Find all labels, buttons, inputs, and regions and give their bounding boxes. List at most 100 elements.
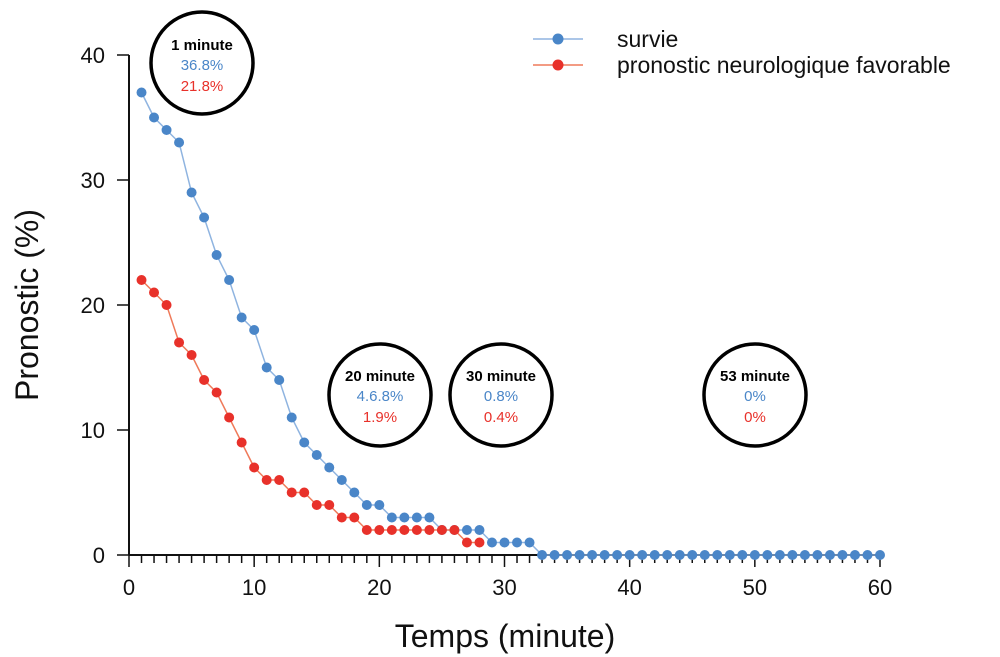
annotation-circle (149, 10, 255, 116)
data-point (174, 137, 185, 148)
data-point (361, 525, 372, 535)
data-point (762, 550, 773, 560)
data-point (161, 300, 172, 310)
axes (128, 55, 880, 556)
data-point (687, 550, 698, 560)
annotation-survie-value: 0.8% (484, 388, 518, 405)
data-point (862, 550, 873, 560)
x-tick-label: 30 (492, 575, 516, 600)
annotation-1-minute: 1 minute 36.8% 21.8% (149, 10, 255, 116)
data-point (311, 450, 322, 460)
x-tick-label: 50 (743, 575, 767, 600)
legend-item-neuro: pronostic neurologique favorable (533, 52, 951, 78)
data-point (749, 550, 760, 560)
y-tick-label: 0 (93, 543, 105, 568)
data-point (612, 550, 623, 560)
data-point (474, 537, 485, 548)
data-point (349, 487, 360, 498)
annotation-neuro-value: 21.8% (181, 78, 224, 95)
legend-label-survie: survie (617, 26, 678, 52)
data-point (136, 275, 147, 285)
data-point (199, 212, 210, 223)
data-point (149, 112, 160, 123)
data-point (799, 550, 810, 560)
data-point (211, 250, 222, 260)
data-point (724, 550, 735, 560)
data-point (849, 550, 860, 560)
series-0 (136, 87, 885, 560)
data-point (411, 512, 422, 523)
data-point (324, 462, 335, 473)
data-point (199, 375, 210, 385)
data-point (249, 325, 260, 335)
data-point (662, 550, 673, 560)
data-point (361, 500, 372, 510)
data-point (211, 387, 222, 398)
data-point (599, 550, 610, 560)
annotation-title: 20 minute (345, 368, 415, 385)
x-axis-title: Temps (minute) (395, 618, 616, 654)
data-point (399, 525, 410, 535)
annotation-circle (702, 342, 808, 448)
annotation-neuro-value: 0% (744, 409, 766, 426)
annotation-title: 30 minute (466, 368, 536, 385)
data-point (411, 525, 422, 535)
data-point (837, 550, 848, 560)
data-point (349, 512, 360, 523)
data-point (249, 462, 260, 473)
data-point (436, 525, 447, 535)
data-point (637, 550, 648, 560)
annotation-neuro-value: 1.9% (363, 409, 397, 426)
data-point (324, 500, 335, 510)
data-point (787, 550, 798, 560)
annotation-20-minute: 20 minute 4.6.8% 1.9% (327, 342, 433, 448)
data-point (574, 550, 585, 560)
data-point (236, 437, 247, 448)
y-tick-label: 40 (81, 43, 105, 68)
annotation-survie-value: 0% (744, 388, 766, 405)
data-point (562, 550, 573, 560)
legend-marker-neuro (552, 59, 564, 71)
data-point (336, 512, 347, 523)
data-point (537, 550, 548, 560)
data-point (674, 550, 685, 560)
x-tick-label: 20 (367, 575, 391, 600)
data-point (812, 550, 823, 560)
data-point (299, 487, 310, 498)
data-point (461, 525, 472, 535)
y-tick-label: 10 (81, 418, 105, 443)
annotation-title: 1 minute (171, 37, 233, 54)
x-tick-label: 0 (123, 575, 135, 600)
data-point (424, 512, 435, 523)
data-point (374, 500, 385, 510)
annotation-survie-value: 4.6.8% (357, 388, 404, 405)
annotation-30-minute: 30 minute 0.8% 0.4% (448, 342, 554, 448)
data-point (236, 312, 247, 323)
data-point (875, 550, 885, 560)
y-axis-title: Pronostic (%) (9, 209, 45, 401)
legend-label-neuro: pronostic neurologique favorable (617, 52, 951, 78)
data-point (286, 487, 297, 498)
data-point (499, 537, 510, 548)
series-1 (136, 275, 485, 548)
x-tick-label: 10 (242, 575, 266, 600)
data-point (774, 550, 785, 560)
data-point (386, 525, 397, 535)
data-point (399, 512, 410, 523)
series-group (136, 87, 885, 560)
legend-item-survie: survie (533, 26, 678, 52)
data-point (461, 537, 472, 548)
annotation-53-minute: 53 minute 0% 0% (702, 342, 808, 448)
x-tick-label: 60 (868, 575, 892, 600)
x-ticks: 0 10 20 30 40 50 60 (123, 555, 892, 600)
x-tick-label: 40 (617, 575, 641, 600)
data-point (224, 412, 235, 423)
legend: survie pronostic neurologique favorable (533, 26, 951, 78)
data-point (286, 412, 297, 423)
data-point (549, 550, 560, 560)
data-point (386, 512, 397, 523)
data-point (336, 475, 347, 485)
data-point (161, 125, 172, 135)
data-point (136, 87, 147, 98)
